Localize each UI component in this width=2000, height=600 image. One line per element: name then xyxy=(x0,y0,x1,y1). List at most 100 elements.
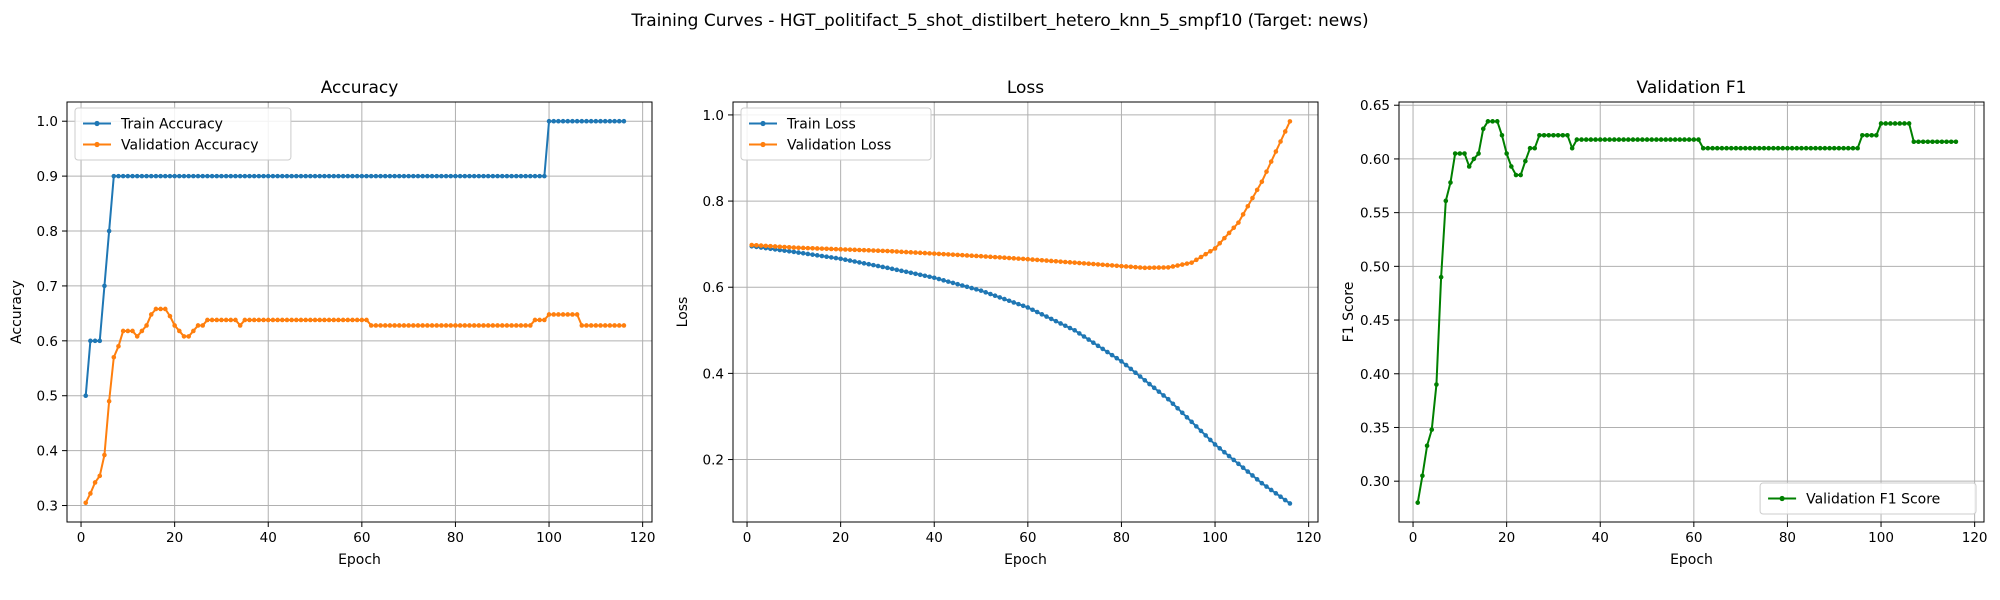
data-point xyxy=(275,173,280,179)
data-point xyxy=(800,245,806,251)
data-point xyxy=(265,173,271,179)
data-point xyxy=(983,254,989,259)
data-point xyxy=(247,317,252,323)
data-point xyxy=(537,173,542,179)
data-point xyxy=(903,249,909,255)
data-point xyxy=(1485,119,1491,124)
data-point xyxy=(1273,149,1279,154)
data-point xyxy=(931,251,937,256)
data-point xyxy=(1523,158,1528,164)
data-point xyxy=(181,173,187,179)
data-point xyxy=(1245,203,1251,209)
data-point xyxy=(1677,137,1683,142)
data-point xyxy=(1226,453,1232,459)
data-point xyxy=(556,312,561,317)
data-point xyxy=(1494,119,1500,124)
data-point xyxy=(481,323,486,328)
data-point xyxy=(931,275,937,281)
data-point xyxy=(889,249,895,254)
data-point xyxy=(289,173,294,179)
data-point xyxy=(885,265,890,271)
data-point xyxy=(228,317,234,323)
data-point xyxy=(350,173,355,179)
data-point xyxy=(1198,254,1204,260)
data-point xyxy=(556,118,561,124)
y-axis-label: Accuracy xyxy=(9,280,25,344)
data-point xyxy=(401,173,407,179)
x-tick-label: 60 xyxy=(1685,530,1702,546)
data-point xyxy=(247,173,252,179)
data-point xyxy=(1156,265,1162,270)
data-point xyxy=(602,118,608,124)
data-point xyxy=(476,323,482,328)
data-point xyxy=(857,247,862,253)
data-point xyxy=(1541,133,1547,138)
data-point xyxy=(1179,410,1185,416)
data-point xyxy=(588,118,594,124)
data-point xyxy=(237,173,243,179)
data-point xyxy=(941,278,946,283)
data-point xyxy=(1208,249,1213,254)
data-point xyxy=(1780,145,1786,151)
data-point xyxy=(1142,377,1148,383)
data-point xyxy=(214,173,220,179)
data-point xyxy=(485,173,491,179)
data-point xyxy=(162,306,168,312)
data-point xyxy=(1170,401,1176,407)
data-point xyxy=(960,283,965,288)
data-point xyxy=(1635,137,1640,142)
data-point xyxy=(1175,405,1180,411)
legend: Train Accuracy Validation Accuracy xyxy=(74,107,292,161)
y-tick-label: 0.5 xyxy=(37,389,58,405)
data-point xyxy=(443,173,449,179)
series-validation-accuracy xyxy=(83,306,627,506)
data-point xyxy=(852,247,857,253)
data-point xyxy=(350,317,355,323)
data-point xyxy=(298,173,304,179)
series-train-loss xyxy=(749,244,1293,506)
data-point xyxy=(777,247,783,253)
data-point xyxy=(1883,121,1889,126)
data-point xyxy=(256,173,262,179)
data-point xyxy=(988,291,993,297)
data-point xyxy=(148,312,154,317)
data-point xyxy=(847,258,853,263)
data-point xyxy=(880,248,886,254)
data-point xyxy=(1874,133,1879,138)
data-point xyxy=(824,254,829,260)
data-point xyxy=(570,118,575,124)
data-point xyxy=(875,248,881,253)
data-point xyxy=(997,255,1003,260)
data-point xyxy=(1892,121,1898,126)
data-point xyxy=(1906,121,1912,126)
data-point xyxy=(439,323,444,328)
data-point xyxy=(317,317,323,323)
data-point xyxy=(1109,263,1115,268)
data-point xyxy=(1165,265,1171,270)
x-tick-label: 120 xyxy=(1296,530,1322,546)
data-point xyxy=(922,250,928,256)
data-point xyxy=(144,173,149,179)
legend-box xyxy=(74,107,292,161)
data-point xyxy=(1448,180,1453,185)
data-point xyxy=(326,173,332,179)
data-point xyxy=(462,323,468,328)
data-point xyxy=(191,173,196,179)
x-tick-label: 0 xyxy=(1409,530,1418,546)
data-point xyxy=(495,173,500,179)
data-point xyxy=(1939,139,1945,145)
data-point xyxy=(875,263,881,269)
subplot-2: 0 20 40 60 80 100 120 0.2 0.4 0.6 0.8 1.0 Loss Epoch L… xyxy=(675,78,1322,568)
data-point xyxy=(200,173,206,179)
data-point xyxy=(1095,343,1101,349)
data-point xyxy=(1034,257,1040,263)
data-point xyxy=(782,244,787,250)
data-point xyxy=(936,276,942,282)
data-point xyxy=(97,473,103,479)
data-point xyxy=(532,317,538,323)
data-point xyxy=(1640,137,1645,142)
data-point xyxy=(1198,428,1204,434)
data-point xyxy=(336,317,341,323)
y-tick-label: 0.50 xyxy=(1360,259,1390,275)
data-point xyxy=(810,252,815,257)
